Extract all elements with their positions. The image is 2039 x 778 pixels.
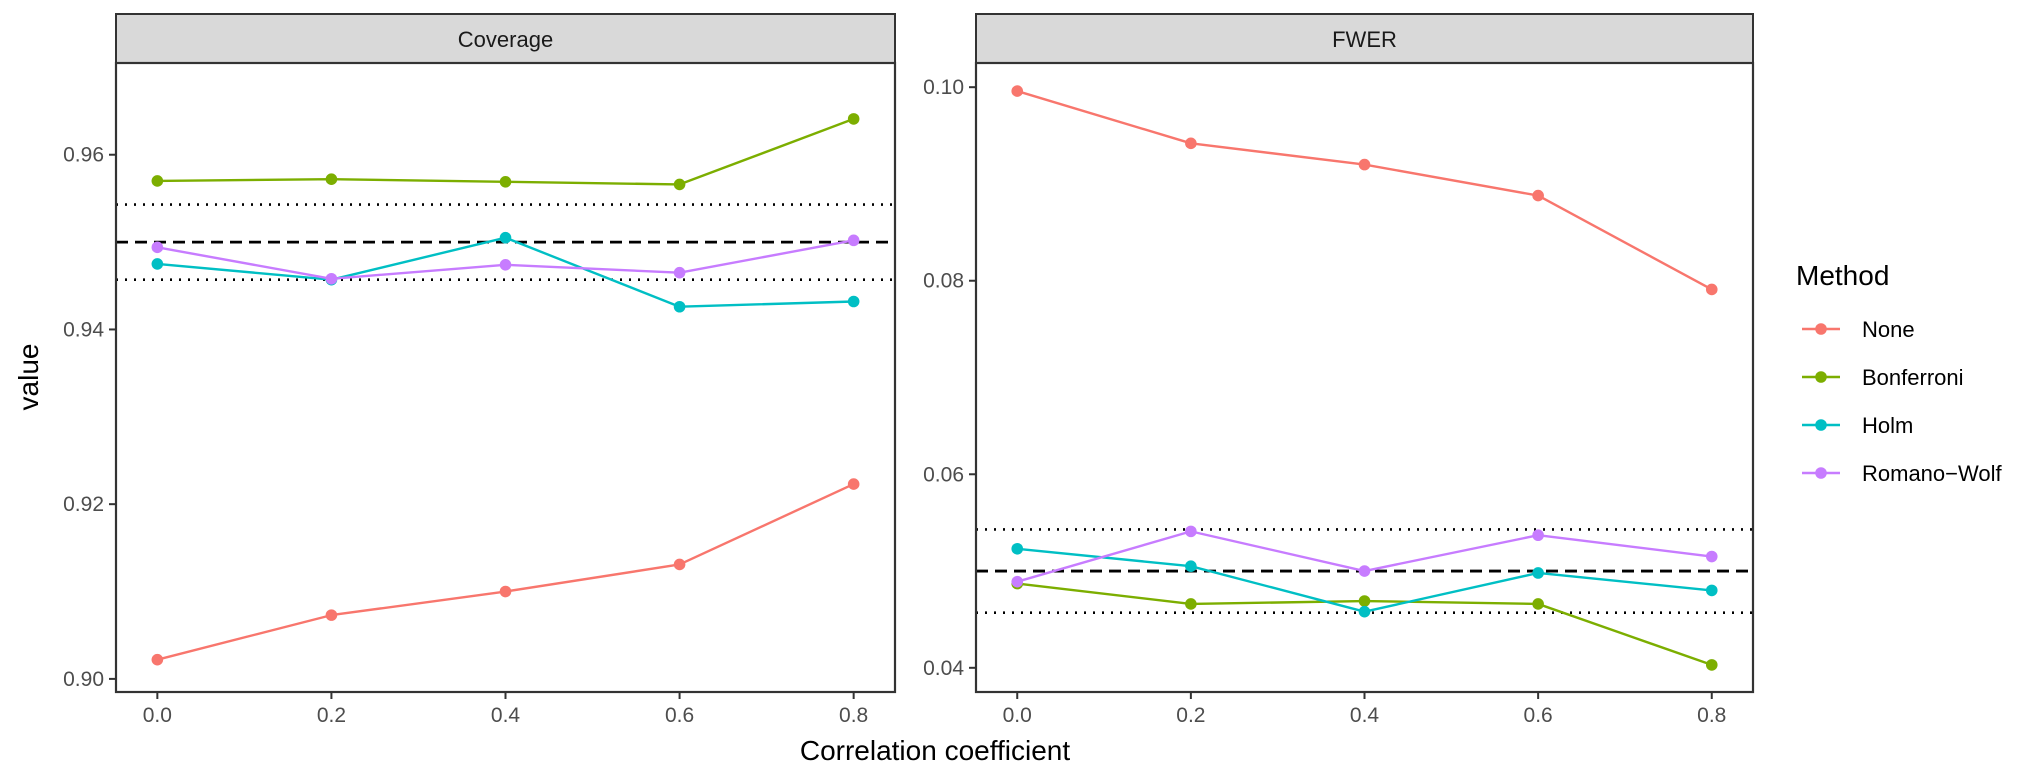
legend-label: Holm [1862,413,1913,438]
y-axis-title: value [13,344,44,411]
legend-item-bonferroni: Bonferroni [1802,365,1964,390]
legend-key-point [1815,371,1827,383]
x-tick-label: 0.2 [317,704,346,727]
data-point [1358,595,1371,607]
data-point [847,113,860,125]
data-point [673,266,686,279]
panel-title: FWER [1332,27,1397,52]
x-tick-label: 0.8 [1697,704,1726,727]
legend-item-none: None [1802,317,1915,342]
data-point [499,231,512,244]
legend-key-point [1815,419,1827,431]
data-point [1011,85,1024,97]
data-point [1185,525,1197,538]
data-point [1705,550,1718,563]
data-point [499,259,512,271]
legend-key-point [1815,467,1827,479]
y-tick-label: 0.06 [923,463,964,486]
data-point [499,585,512,598]
data-point [325,272,338,285]
data-point [1185,137,1197,150]
y-tick-label: 0.08 [923,270,964,293]
data-point [847,234,860,247]
y-tick-label: 0.04 [923,657,964,680]
y-tick-label: 0.96 [63,144,104,167]
data-point [151,241,164,254]
x-axis-title: Correlation coefficient [800,735,1071,766]
legend-key-point [1815,323,1827,335]
data-point [673,178,686,191]
data-point [1185,560,1197,572]
panel-fwer: FWER 0.04 0.06 0.08 0.10 0.0 0.2 0.4 0.6 0.8 [923,13,1755,727]
data-point [1532,598,1544,610]
data-point [151,258,164,270]
data-point [673,558,686,571]
data-point [1532,529,1544,542]
data-point [1358,565,1371,577]
x-tick-label: 0.2 [1176,704,1205,727]
y-tick-label: 0.94 [63,318,104,341]
legend-label: Romano−Wolf [1862,461,2002,486]
data-point [1705,283,1718,296]
x-tick-label: 0.0 [143,704,172,727]
data-point [151,175,164,187]
y-tick-label: 0.92 [63,493,104,516]
series-holm [1011,542,1718,618]
panel-coverage: Coverage 0.90 0.92 0.94 0.96 0.0 0.2 0.4 0.6 0.8 [63,13,897,727]
data-point [1011,575,1024,588]
series-romano-wolf [1011,525,1718,588]
legend-item-romano-wolf: Romano−Wolf [1802,461,2002,486]
data-point [1011,542,1024,555]
x-tick-label: 0.6 [1524,704,1553,727]
data-point [1705,584,1718,597]
data-point [151,653,164,666]
data-point [325,609,338,621]
legend-label: None [1862,317,1915,342]
panel-strip [975,13,1754,64]
legend-label: Bonferroni [1862,365,1964,390]
data-point [1532,567,1544,579]
data-point [1705,659,1718,671]
data-point [325,173,338,185]
panel-title: Coverage [458,27,553,52]
data-point [1358,605,1371,618]
data-point [1185,598,1197,610]
series-none [151,478,860,666]
data-point [847,478,860,490]
data-point [499,176,512,188]
panel-strip [115,13,896,64]
y-tick-label: 0.90 [63,668,104,691]
legend-title: Method [1796,260,1889,291]
legend: Method None Bonferroni Holm Romano−Wolf [1796,260,2002,486]
y-tick-label: 0.10 [923,76,964,99]
x-tick-label: 0.6 [665,704,694,727]
legend-item-holm: Holm [1802,413,1913,438]
x-tick-label: 0.8 [839,704,868,727]
x-tick-label: 0.0 [1003,704,1032,727]
x-tick-label: 0.4 [491,704,521,727]
data-point [847,295,860,308]
data-point [673,300,686,313]
series-romano-wolf [151,234,860,285]
data-point [1358,158,1371,171]
series-bonferroni [151,113,860,191]
series-none [1011,85,1718,296]
x-tick-label: 0.4 [1350,704,1380,727]
data-point [1532,189,1544,202]
